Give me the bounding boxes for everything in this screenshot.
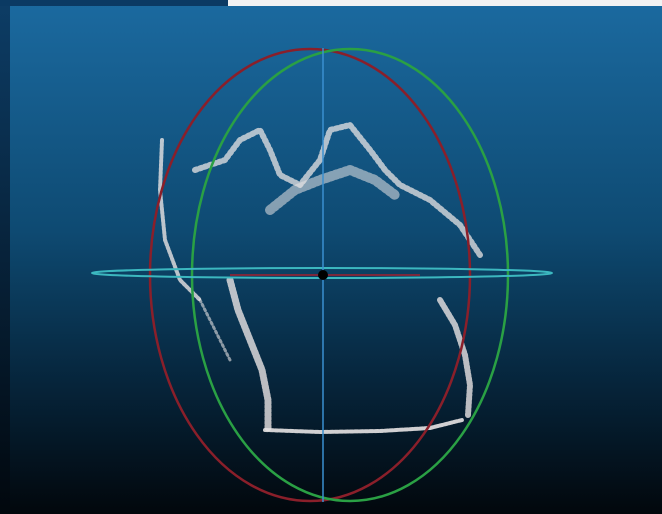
cloud-left-speckle — [198, 298, 232, 362]
cloud-left-lower — [226, 276, 272, 432]
cloud-right-wall — [437, 297, 473, 418]
top-bar-left — [0, 0, 228, 6]
cloud-top-fill — [265, 165, 400, 215]
cloud-left-wall — [158, 138, 202, 302]
cloud-top — [192, 122, 483, 258]
left-edge — [0, 0, 10, 514]
cloud-floor — [263, 418, 464, 434]
rotation-ring-red — [148, 47, 472, 503]
top-bar-right — [228, 0, 662, 6]
point-cloud — [158, 122, 483, 434]
gizmo-center — [318, 270, 328, 280]
